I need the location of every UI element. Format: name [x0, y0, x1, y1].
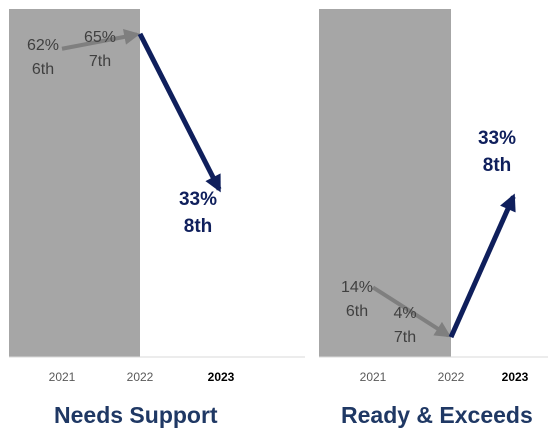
ready-exceeds-label-grade-2023: 8th — [483, 155, 512, 176]
needs-support-arrow-2 — [137, 32, 222, 193]
ready-exceeds-label-grade-2022: 7th — [394, 329, 416, 346]
needs-support-arrow-1 — [61, 28, 141, 51]
ready-exceeds-label-value-2023: 33% — [478, 128, 516, 149]
ready-exceeds-arrow-1 — [371, 285, 452, 338]
needs-support-shaded-region — [9, 9, 140, 357]
needs-support-label-grade-2023: 8th — [184, 216, 213, 237]
needs-support-label-value-2021: 62% — [27, 37, 59, 54]
needs-support-tick-2021: 2021 — [49, 370, 76, 384]
needs-support-label-value-2022: 65% — [84, 29, 116, 46]
ready-exceeds-shaded-region — [319, 9, 451, 357]
ready-exceeds-label-value-2021: 14% — [341, 279, 373, 296]
needs-support-label-grade-2022: 7th — [89, 53, 111, 70]
needs-support-label-grade-2021: 6th — [32, 61, 54, 78]
needs-support-tick-2023: 2023 — [208, 370, 235, 384]
ready-exceeds-title: Ready & Exceeds — [341, 402, 533, 428]
ready-exceeds-tick-2023: 2023 — [502, 370, 529, 384]
ready-exceeds-label-value-2022: 4% — [393, 305, 416, 322]
ready-exceeds-tick-2021: 2021 — [360, 370, 387, 384]
ready-exceeds-tick-2022: 2022 — [438, 370, 465, 384]
ready-exceeds-arrow-2 — [448, 193, 516, 339]
needs-support-label-value-2023: 33% — [179, 189, 217, 210]
needs-support-title: Needs Support — [54, 402, 218, 428]
needs-support-tick-2022: 2022 — [127, 370, 154, 384]
ready-exceeds-label-grade-2021: 6th — [346, 303, 368, 320]
